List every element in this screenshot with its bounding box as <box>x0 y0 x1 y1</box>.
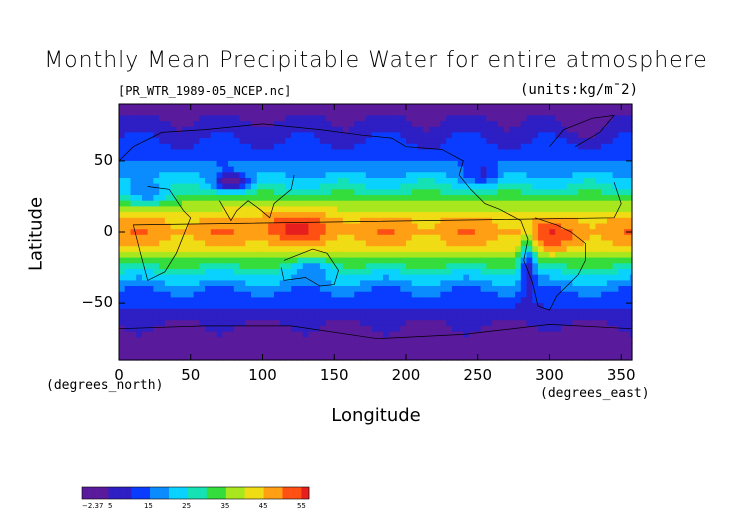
x-tick-label: 250 <box>463 366 493 384</box>
colorbar-swatch <box>127 487 132 499</box>
colorbar-swatch <box>89 487 94 499</box>
colorbar-swatch <box>172 487 177 499</box>
colorbar-swatch <box>135 487 140 499</box>
colorbar-swatch <box>225 487 230 499</box>
colorbar-swatch <box>112 487 117 499</box>
x-tick-label: 150 <box>319 366 349 384</box>
colorbar-swatch <box>142 487 147 499</box>
heatmap-field <box>119 104 633 361</box>
colorbar-swatch <box>297 487 302 499</box>
colorbar-swatch <box>85 487 90 499</box>
colorbar-swatch <box>169 487 174 499</box>
y-axis-label: Latitude <box>25 196 47 272</box>
colorbar-swatch <box>161 487 166 499</box>
colorbar-swatch <box>290 487 295 499</box>
colorbar: −2.37 5 15 25 35 45 55 <box>81 486 310 510</box>
x-units-label: (degrees_east) <box>540 386 650 401</box>
colorbar-tick-label: 5 <box>108 502 112 510</box>
colorbar-swatch <box>119 487 124 499</box>
colorbar-swatch <box>146 487 151 499</box>
colorbar-swatch <box>157 487 162 499</box>
coastline-overlay <box>118 114 632 340</box>
chart-title: Monthly Mean Precipitable Water for enti… <box>44 48 708 73</box>
colorbar-swatch <box>180 487 185 499</box>
x-tick-label: 300 <box>535 366 564 384</box>
colorbar-swatch <box>233 487 238 499</box>
colorbar-swatch <box>301 487 306 499</box>
colorbar-swatch <box>240 487 245 499</box>
colorbar-tick-label: 15 <box>144 502 153 510</box>
y-tick-label: 0 <box>103 222 113 240</box>
colorbar-swatch <box>293 487 298 499</box>
colorbar-swatch <box>248 487 253 499</box>
colorbar-swatch <box>138 487 143 499</box>
colorbar-swatch <box>210 487 215 499</box>
colorbar-swatch <box>237 487 242 499</box>
y-tick-label: −50 <box>81 293 113 312</box>
source-filename: [PR_WTR_1989-05_NCEP.nc] <box>118 84 292 98</box>
colorbar-swatch <box>214 487 219 499</box>
colorbar-tick-label: −2.37 <box>82 502 103 510</box>
colorbar-swatch <box>267 487 272 499</box>
colorbar-swatch <box>176 487 181 499</box>
colorbar-swatch <box>195 487 200 499</box>
colorbar-swatch <box>282 487 287 499</box>
colorbar-swatch <box>100 487 105 499</box>
colorbar-swatch <box>116 487 121 499</box>
colorbar-swatch <box>97 487 102 499</box>
colorbar-swatch <box>108 487 113 499</box>
colorbar-tick-label: 25 <box>182 502 191 510</box>
colorbar-swatch <box>82 487 87 499</box>
colorbar-swatch <box>203 487 208 499</box>
x-tick-label: 200 <box>391 366 421 384</box>
colorbar-swatch <box>278 487 283 499</box>
colorbar-swatch <box>131 487 136 499</box>
colorbar-swatch <box>222 487 227 499</box>
colorbar-swatch <box>93 487 98 499</box>
colorbar-swatch <box>191 487 196 499</box>
colorbar-swatch <box>187 487 192 499</box>
colorbar-swatch <box>165 487 170 499</box>
colorbar-swatch <box>252 487 257 499</box>
colorbar-swatch <box>286 487 291 499</box>
colorbar-swatch <box>229 487 234 499</box>
x-tick-label: 0 <box>114 366 124 384</box>
colorbar-swatch <box>275 487 280 499</box>
colorbar-swatch <box>256 487 261 499</box>
colorbar-swatch <box>184 487 189 499</box>
colorbar-swatch <box>218 487 223 499</box>
colorbar-swatch <box>153 487 158 499</box>
colorbar-swatch <box>123 487 128 499</box>
y-units-label: (degrees_north) <box>46 378 164 393</box>
colorbar-swatch <box>206 487 211 499</box>
colorbar-frame <box>81 486 310 500</box>
x-tick-label: 100 <box>248 366 277 384</box>
colorbar-swatch <box>305 487 310 499</box>
y-tick-label: 50 <box>93 150 113 169</box>
colorbar-swatch <box>259 487 264 499</box>
axis-ticks <box>118 104 632 360</box>
x-tick-label: 350 <box>606 366 636 384</box>
colorbar-swatch <box>271 487 276 499</box>
colorbar-swatch <box>150 487 155 499</box>
colorbar-swatch <box>244 487 249 499</box>
colorbar-swatch <box>104 487 109 499</box>
x-tick-label: 50 <box>181 366 201 384</box>
x-axis-label: Longitude <box>331 405 421 426</box>
colorbar-swatch <box>263 487 268 499</box>
colorbar-swatch <box>199 487 204 499</box>
colorbar-tick-label: 55 <box>297 502 306 510</box>
colorbar-tick-label: 45 <box>259 502 268 510</box>
colorbar-tick-label: 35 <box>220 502 229 510</box>
units-label: (units:kg/m¯2) <box>520 82 639 98</box>
